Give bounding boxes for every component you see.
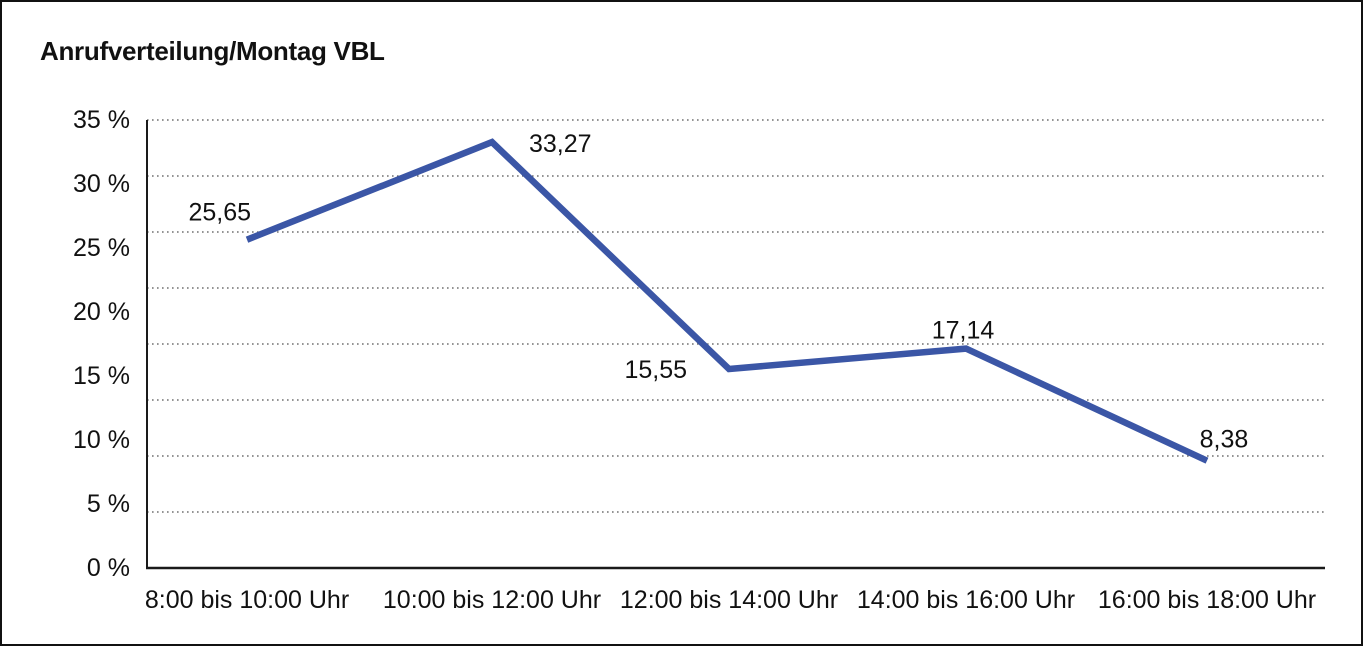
x-tick-label: 12:00 bis 14:00 Uhr xyxy=(620,586,838,614)
data-point-label: 33,27 xyxy=(529,130,592,158)
y-tick-label: 0 % xyxy=(87,554,130,582)
x-tick-label: 16:00 bis 18:00 Uhr xyxy=(1098,586,1316,614)
y-tick-label: 15 % xyxy=(73,362,130,390)
data-point-label: 15,55 xyxy=(624,356,687,384)
chart-title: Anrufverteilung/Montag VBL xyxy=(40,36,385,66)
x-tick-label: 10:00 bis 12:00 Uhr xyxy=(383,586,601,614)
y-tick-label: 20 % xyxy=(73,298,130,326)
data-point-label: 17,14 xyxy=(932,317,995,345)
y-tick-label: 35 % xyxy=(73,106,130,134)
x-tick-label: 14:00 bis 16:00 Uhr xyxy=(857,586,1075,614)
y-tick-label: 5 % xyxy=(87,490,130,518)
y-tick-label: 30 % xyxy=(73,170,130,198)
y-tick-label: 25 % xyxy=(73,234,130,262)
y-tick-label: 10 % xyxy=(73,426,130,454)
x-tick-label: 8:00 bis 10:00 Uhr xyxy=(145,586,349,614)
data-point-label: 25,65 xyxy=(188,199,251,227)
data-point-label: 8,38 xyxy=(1200,426,1249,454)
data-line xyxy=(245,138,1209,464)
